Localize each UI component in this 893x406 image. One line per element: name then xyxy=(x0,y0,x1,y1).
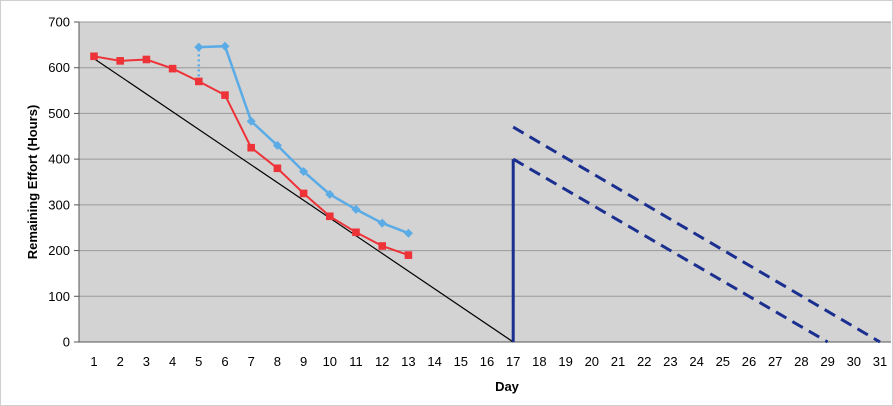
y-axis-title: Remaining Effort (Hours) xyxy=(25,105,40,260)
x-tick-label: 4 xyxy=(169,354,176,369)
x-tick-label: 16 xyxy=(480,354,494,369)
projection-dashed-line xyxy=(512,125,881,344)
y-tick-label: 400 xyxy=(48,152,70,167)
x-axis-ticks: 1 2 3 4 5 6 7 8 9 10 11 12 13 14 15 16 17 18 19 20 21 22 23 24 2… xyxy=(79,341,891,369)
series-line-square-markers xyxy=(90,52,413,259)
x-tick-label: 11 xyxy=(349,354,363,369)
x-tick-label: 18 xyxy=(532,354,546,369)
x-tick-label: 6 xyxy=(221,354,228,369)
red-square-point xyxy=(168,64,177,73)
blue-diamond-point xyxy=(299,166,309,176)
y-tick-label: 300 xyxy=(48,197,70,212)
red-square-point xyxy=(221,91,229,99)
red-square-point xyxy=(273,164,282,173)
red-square-point xyxy=(404,251,413,259)
x-tick-label: 23 xyxy=(663,354,677,369)
series-dashed-line xyxy=(512,125,881,344)
red-square-point xyxy=(352,228,360,237)
series-dashed-line xyxy=(512,157,829,344)
x-tick-label: 5 xyxy=(195,354,202,369)
blue-diamond-point xyxy=(403,228,413,238)
blue-diamond-point xyxy=(351,204,361,214)
x-tick-label: 13 xyxy=(401,354,415,369)
x-tick-label: 28 xyxy=(794,354,808,369)
x-tick-label: 27 xyxy=(768,354,782,369)
ideal-burndown-line xyxy=(93,58,514,343)
x-tick-label: 10 xyxy=(323,354,337,369)
y-tick-label: 100 xyxy=(48,289,70,304)
x-tick-label: 15 xyxy=(454,354,468,369)
x-tick-label: 21 xyxy=(611,354,625,369)
blue-diamond-point xyxy=(272,140,282,150)
red-square-point xyxy=(247,143,255,152)
red-square-point xyxy=(90,52,98,61)
x-tick-label: 20 xyxy=(585,354,599,369)
blue-diamond-point xyxy=(194,42,204,52)
projection-dashed-line xyxy=(512,157,829,344)
blue-diamond-point xyxy=(246,116,256,126)
blue-diamond-point xyxy=(325,189,335,199)
red-square-point xyxy=(142,55,151,64)
red-square-point xyxy=(378,242,386,250)
red-square-point xyxy=(116,57,124,65)
x-tick-label: 22 xyxy=(637,354,651,369)
x-tick-label: 29 xyxy=(820,354,834,369)
x-tick-label: 31 xyxy=(873,354,887,369)
x-axis-title: Day xyxy=(495,379,520,394)
blue-diamond-point xyxy=(377,218,387,228)
x-tick-label: 1 xyxy=(90,354,97,369)
x-tick-label: 30 xyxy=(847,354,861,369)
x-tick-label: 12 xyxy=(375,354,389,369)
red-square-point xyxy=(299,189,308,198)
red-square-point xyxy=(195,77,203,86)
x-tick-label: 25 xyxy=(716,354,730,369)
plot-area xyxy=(79,22,891,342)
x-tick-label: 19 xyxy=(558,354,572,369)
series-line-diamond-markers xyxy=(194,41,413,238)
blue-diamond-point xyxy=(220,41,230,51)
x-tick-label: 2 xyxy=(117,354,124,369)
x-tick-label: 8 xyxy=(274,354,281,369)
red-square-point xyxy=(326,212,334,221)
x-tick-label: 7 xyxy=(248,354,255,369)
x-tick-label: 17 xyxy=(506,354,520,369)
y-axis-ticks: 0 100 200 300 400 500 600 700 xyxy=(48,15,80,350)
x-tick-label: 14 xyxy=(427,354,441,369)
y-tick-label: 600 xyxy=(48,60,70,75)
x-tick-label: 24 xyxy=(689,354,703,369)
y-tick-label: 200 xyxy=(48,243,70,258)
x-tick-label: 9 xyxy=(300,354,307,369)
series-ideal-line xyxy=(93,58,514,343)
y-tick-label: 500 xyxy=(48,106,70,121)
y-tick-label: 700 xyxy=(48,15,70,30)
x-tick-label: 3 xyxy=(143,354,150,369)
series-layer xyxy=(90,41,881,344)
y-tick-label: 0 xyxy=(63,335,70,350)
x-tick-label: 26 xyxy=(742,354,756,369)
